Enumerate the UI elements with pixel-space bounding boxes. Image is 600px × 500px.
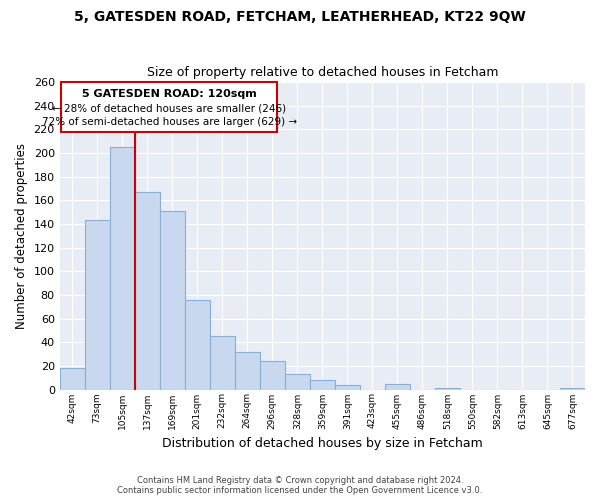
Bar: [185, 300, 210, 390]
Bar: [260, 361, 285, 390]
Y-axis label: Number of detached properties: Number of detached properties: [15, 143, 28, 329]
Text: 5 GATESDEN ROAD: 120sqm: 5 GATESDEN ROAD: 120sqm: [82, 89, 256, 99]
Bar: [110, 147, 135, 390]
Bar: [160, 211, 185, 390]
Bar: [85, 220, 110, 390]
FancyBboxPatch shape: [61, 82, 277, 132]
Text: ← 28% of detached houses are smaller (246): ← 28% of detached houses are smaller (24…: [52, 103, 286, 113]
Bar: [335, 385, 360, 390]
Bar: [435, 388, 460, 390]
Bar: [135, 192, 160, 390]
Bar: [385, 384, 410, 390]
Bar: [235, 352, 260, 390]
Text: Contains HM Land Registry data © Crown copyright and database right 2024.
Contai: Contains HM Land Registry data © Crown c…: [118, 476, 482, 495]
Bar: [210, 336, 235, 390]
Bar: [285, 374, 310, 390]
Bar: [310, 380, 335, 390]
X-axis label: Distribution of detached houses by size in Fetcham: Distribution of detached houses by size …: [162, 437, 483, 450]
Bar: [59, 368, 85, 390]
Text: 72% of semi-detached houses are larger (629) →: 72% of semi-detached houses are larger (…: [41, 118, 296, 128]
Text: 5, GATESDEN ROAD, FETCHAM, LEATHERHEAD, KT22 9QW: 5, GATESDEN ROAD, FETCHAM, LEATHERHEAD, …: [74, 10, 526, 24]
Bar: [560, 388, 585, 390]
Title: Size of property relative to detached houses in Fetcham: Size of property relative to detached ho…: [146, 66, 498, 80]
